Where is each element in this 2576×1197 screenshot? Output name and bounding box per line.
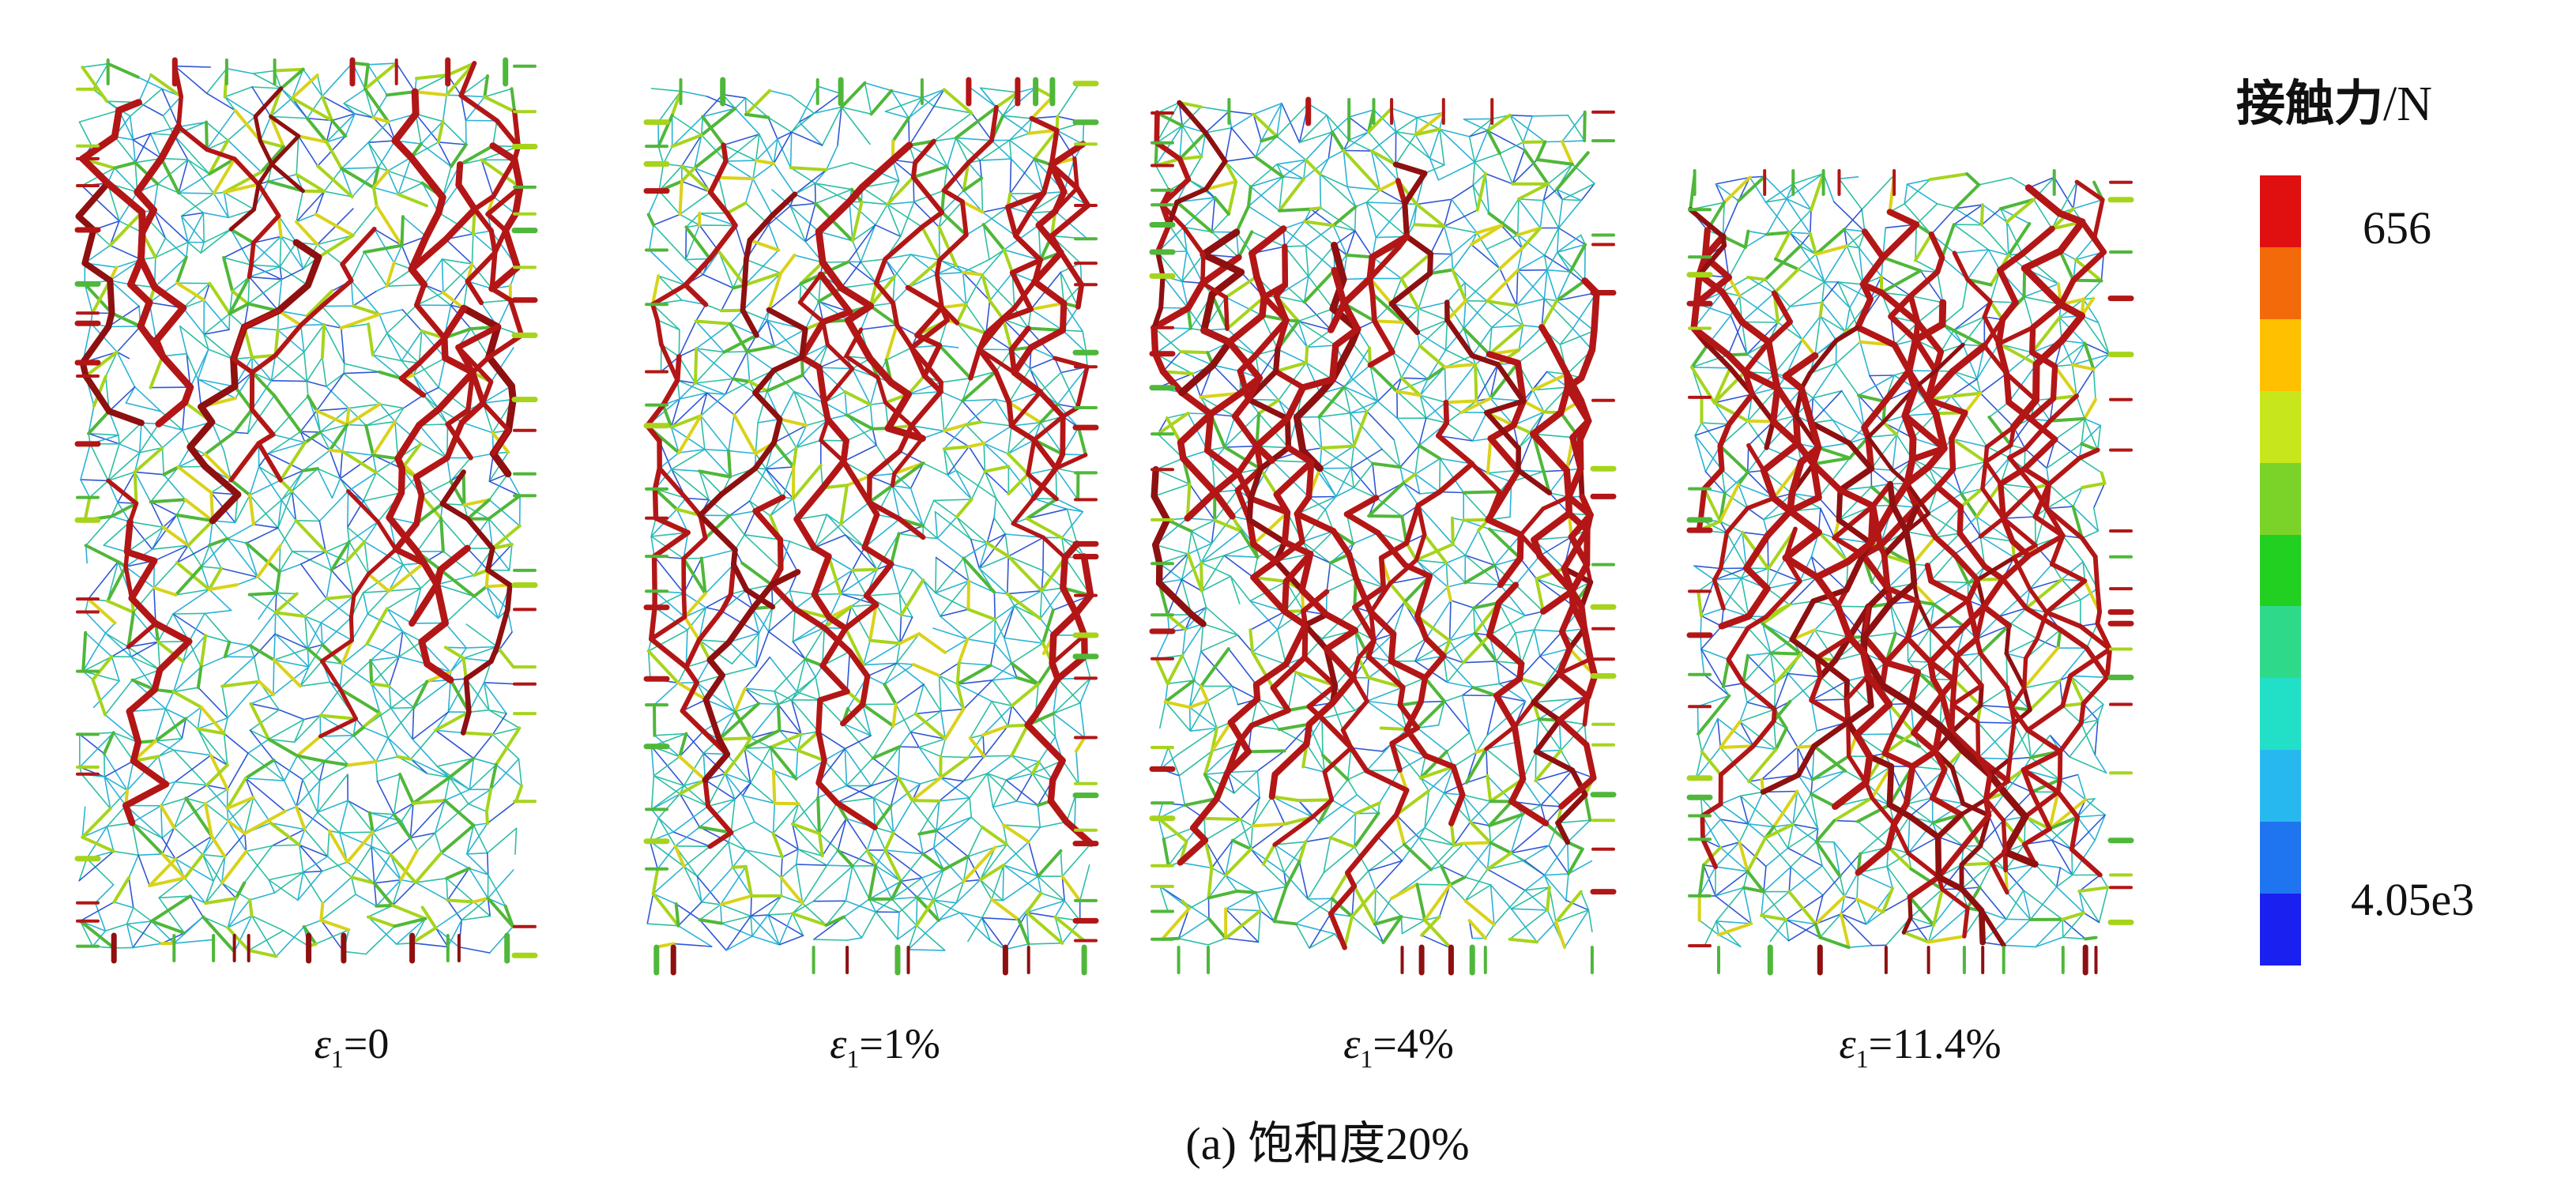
strain-label-1: ε1=1% [727, 1019, 1043, 1082]
strain-symbol: ε [314, 1020, 331, 1067]
strain-subscript: 1 [330, 1045, 344, 1073]
color-scale-segment [2260, 894, 2301, 966]
strain-subscript: 1 [1855, 1045, 1869, 1073]
strain-symbol: ε [1343, 1020, 1361, 1067]
color-scale-segment [2260, 318, 2301, 391]
force-chain-panel-strain-1 [643, 77, 1099, 976]
color-scale-segment [2260, 534, 2301, 607]
strain-subscript: 1 [846, 1045, 860, 1073]
color-scale-segment [2260, 175, 2301, 247]
color-scale-segment [2260, 606, 2301, 679]
strain-label-0: ε1=0 [194, 1019, 510, 1082]
color-scale-segment [2260, 390, 2301, 463]
color-scale-segment [2260, 822, 2301, 894]
color-scale-min-label: 4.05e3 [2351, 874, 2475, 925]
force-chain-panel-strain-4 [1149, 96, 1617, 976]
color-scale-segment [2260, 678, 2301, 751]
figure-caption: (a) 饱和度20% [1185, 1118, 1470, 1169]
color-scale-max-label: 656 [2363, 202, 2431, 254]
strain-value: =11.4% [1868, 1020, 2002, 1067]
force-chain-panel-strain-0 [74, 57, 538, 964]
force-chain-panel-strain-11-4 [1686, 169, 2134, 976]
color-scale-bar [2260, 175, 2301, 966]
legend-title-text: 接触力 [2236, 77, 2384, 131]
strain-label-2: ε1=4% [1241, 1019, 1557, 1082]
strain-symbol: ε [1839, 1020, 1856, 1067]
color-scale-segment [2260, 462, 2301, 535]
legend-unit: /N [2383, 77, 2433, 131]
color-scale-segment [2260, 247, 2301, 319]
strain-value: =4% [1373, 1020, 1454, 1067]
strain-symbol: ε [830, 1020, 847, 1067]
legend-title: 接触力/N [2236, 63, 2568, 134]
color-scale-segment [2260, 750, 2301, 822]
strain-subscript: 1 [1360, 1045, 1373, 1073]
strain-label-3: ε1=11.4% [1762, 1019, 2078, 1082]
strain-value: =0 [343, 1020, 390, 1067]
strain-value: =1% [859, 1020, 940, 1067]
